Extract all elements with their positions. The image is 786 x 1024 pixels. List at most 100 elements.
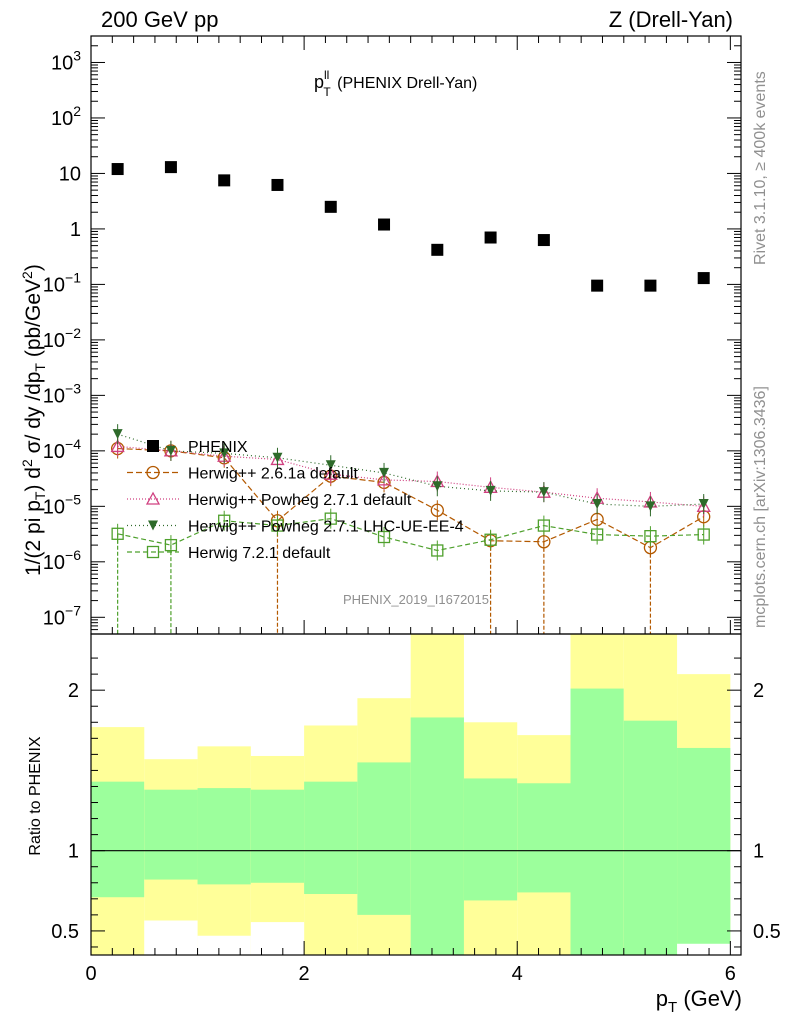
data-point xyxy=(271,178,284,191)
y-tick-base: 10 xyxy=(43,385,65,407)
y-tick-exponent: 3 xyxy=(73,47,81,63)
series-4 xyxy=(111,508,710,634)
data-point xyxy=(324,200,337,213)
mcplots-credit-label: mcplots.cern.ch [arXiv:1306.3436] xyxy=(752,386,769,628)
y-tick-label: 1 xyxy=(70,219,81,241)
ratio-inner-band xyxy=(250,789,305,883)
y-tick-base: 10 xyxy=(51,108,73,130)
xlabel-p: p xyxy=(656,986,668,1011)
main-ylabel: 1/(2 pi pT) d2 σ/ dy /dpT (pb/GeV2) xyxy=(19,264,48,576)
data-point xyxy=(432,481,443,492)
data-point xyxy=(484,533,497,546)
xlabel: pT (GeV) xyxy=(656,986,742,1016)
legend-entry: Herwig++ 2.6.1a default xyxy=(127,466,358,483)
ratio-inner-band xyxy=(144,789,198,880)
data-point xyxy=(325,460,336,471)
data-point xyxy=(378,218,391,231)
data-point xyxy=(165,445,176,456)
y-tick-exponent: −4 xyxy=(65,436,81,452)
x-tick-label: 0 xyxy=(85,963,96,985)
x-tick-label: 2 xyxy=(299,963,310,985)
legend-label: Herwig++ Powheg 2.7.1 default xyxy=(188,492,412,509)
data-point xyxy=(644,279,657,292)
data-point xyxy=(219,448,230,459)
header-process-label: Z (Drell-Yan) xyxy=(609,7,733,32)
data-point xyxy=(324,512,337,525)
x-tick-label: 4 xyxy=(512,963,523,985)
data-point xyxy=(218,174,231,187)
ratio-band-gap xyxy=(197,935,251,955)
ratio-y-tick-label-right: 1 xyxy=(753,841,764,863)
ratio-inner-band xyxy=(517,783,571,893)
ratio-band-gap xyxy=(144,920,198,955)
y-tick-base: 10 xyxy=(59,163,81,185)
data-point xyxy=(591,279,604,292)
xlabel-sub: T xyxy=(668,999,677,1016)
data-point xyxy=(431,544,444,557)
y-tick-exponent: 2 xyxy=(73,103,81,119)
header-energy-label: 200 GeV pp xyxy=(101,7,218,32)
y-tick-exponent: −2 xyxy=(65,325,81,341)
ratio-y-tick-label-right: 2 xyxy=(753,680,764,702)
y-tick-label: 10−3 xyxy=(43,380,81,407)
ratio-inner-band xyxy=(623,720,678,955)
rivet-version-label: Rivet 3.1.10, ≥ 400k events xyxy=(752,71,769,265)
ratio-y-tick-label-right: 0.5 xyxy=(753,921,781,943)
series-line xyxy=(117,433,704,507)
legend-marker xyxy=(145,491,161,505)
legend-label: PHENIX xyxy=(188,439,248,456)
xlabel-unit: (GeV) xyxy=(677,986,742,1011)
legend-marker xyxy=(148,520,158,531)
plot-title-p: p xyxy=(314,72,324,92)
legend-label: Herwig++ 2.6.1a default xyxy=(188,466,358,483)
y-tick-base: 10 xyxy=(43,274,65,296)
data-point xyxy=(644,530,657,543)
data-point xyxy=(272,452,283,463)
series-line xyxy=(117,447,705,549)
ratio-inner-band xyxy=(357,762,411,915)
data-point xyxy=(485,485,496,496)
data-point xyxy=(218,514,231,527)
ratio-inner-band xyxy=(197,788,251,885)
ratio-y-tick-label: 0.5 xyxy=(51,921,79,943)
y-tick-label: 10−2 xyxy=(43,325,81,352)
legend-entry: Herwig++ Powheg 2.7.1 LHC-UE-EE-4 xyxy=(127,519,464,536)
y-tick-exponent: −6 xyxy=(65,547,81,563)
y-tick-base: 10 xyxy=(51,52,73,74)
legend-entry: PHENIX xyxy=(147,439,248,456)
legend: PHENIX Herwig++ 2.6.1a default Herwig++ Po… xyxy=(127,439,464,562)
legend-marker xyxy=(146,545,160,559)
ratio-frame xyxy=(90,633,742,956)
data-point xyxy=(697,528,710,541)
y-tick-exponent: −1 xyxy=(65,269,81,285)
y-tick-label: 10−6 xyxy=(43,547,81,574)
data-point xyxy=(164,538,178,552)
data-point xyxy=(431,243,444,256)
data-point xyxy=(376,472,392,486)
ratio-ylabel: Ratio to PHENIX xyxy=(27,736,44,855)
data-point xyxy=(537,234,550,247)
y-tick-base: 10 xyxy=(43,330,65,352)
analysis-id-label: PHENIX_2019_I1672015 xyxy=(343,592,489,607)
y-tick-exponent: −3 xyxy=(65,380,81,396)
ratio-band-gap xyxy=(250,922,305,955)
legend-label: Herwig++ Powheg 2.7.1 LHC-UE-EE-4 xyxy=(188,519,464,536)
x-tick-label: 6 xyxy=(725,963,736,985)
data-point xyxy=(430,503,444,517)
y-tick-base: 10 xyxy=(43,607,65,629)
y-tick-exponent: −7 xyxy=(65,602,81,618)
data-point xyxy=(164,161,177,174)
data-point xyxy=(698,499,709,510)
y-tick-base: 1 xyxy=(70,219,81,241)
legend-label: Herwig 7.2.1 default xyxy=(188,545,331,562)
plot-title: pll T (PHENIX Drell-Yan) xyxy=(314,68,477,99)
ratio-band-gap xyxy=(677,943,731,955)
data-point xyxy=(537,519,551,532)
plot-title-rest: (PHENIX Drell-Yan) xyxy=(333,75,478,92)
series-line xyxy=(117,518,704,552)
series-0 xyxy=(111,161,710,292)
ratio-y-tick-label: 2 xyxy=(68,680,79,702)
y-tick-label: 102 xyxy=(51,103,81,130)
